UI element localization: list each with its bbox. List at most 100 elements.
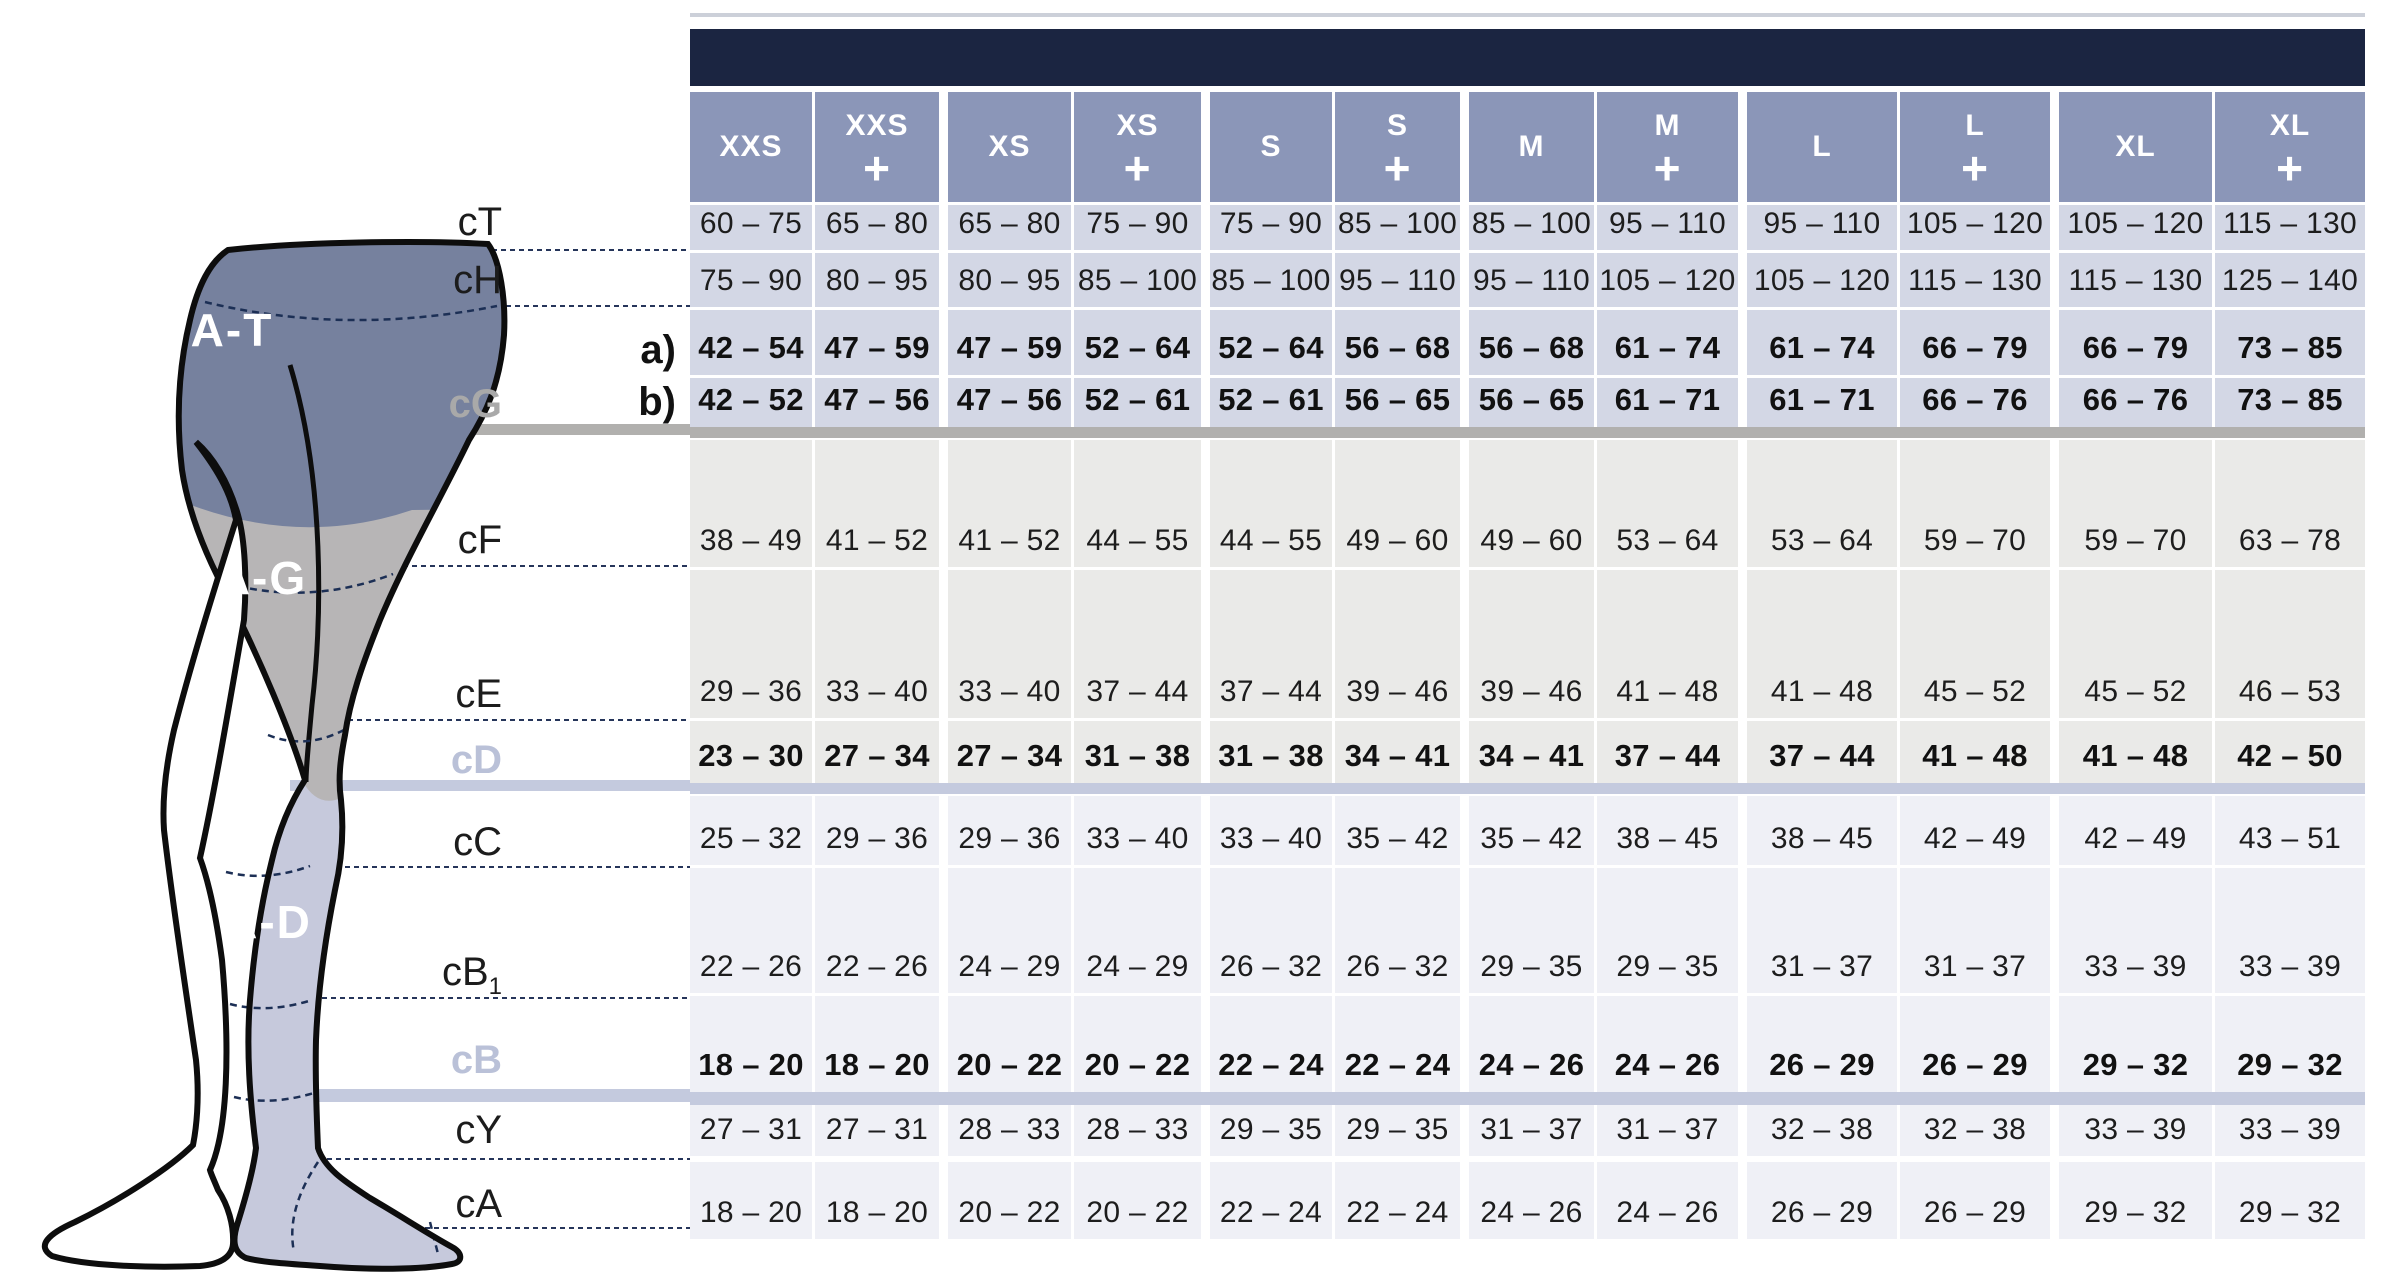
column-gap — [2050, 868, 2059, 993]
size-value-cell-cA-col7: 24 – 26 — [1469, 1162, 1594, 1239]
size-value-cell-cA-col12: 29 – 32 — [2215, 1162, 2365, 1239]
size-header-row: XXS XXS + XS XS + S S + M M + L L + XL XL + — [690, 92, 2365, 202]
column-gap — [2050, 1105, 2059, 1156]
separator-band — [690, 427, 2365, 438]
size-header-XS-plus: XS + — [1074, 92, 1201, 202]
size-value-cell-cD-col10: 41 – 48 — [1900, 721, 2050, 783]
size-value-cell-cY-col12: 33 – 39 — [2215, 1105, 2365, 1156]
size-value-cell-cC-col1: 25 – 32 — [690, 796, 812, 865]
size-header-XL: XL — [2059, 92, 2212, 202]
size-value-cell-cH-col12: 125 – 140 — [2215, 253, 2365, 307]
size-header-XS: XS — [948, 92, 1071, 202]
size-value-cell-cC-col2: 29 – 36 — [815, 796, 939, 865]
size-header-XL-plus: XL + — [2215, 92, 2365, 202]
size-value-cell-cA-col11: 29 – 32 — [2059, 1162, 2212, 1239]
size-value-cell-cH-col9: 105 – 120 — [1747, 253, 1897, 307]
size-value-cell-cD-col5: 31 – 38 — [1210, 721, 1332, 783]
size-value-cell-cG_a-col11: 66 – 79 — [2059, 310, 2212, 375]
size-value-cell-cD-col4: 31 – 38 — [1074, 721, 1201, 783]
dashed-measure-line-cT — [492, 249, 690, 251]
size-value-cell-cB1-col6: 26 – 32 — [1335, 868, 1460, 993]
column-gap — [939, 440, 948, 567]
column-gap — [1738, 92, 1747, 202]
column-gap — [1201, 996, 1210, 1092]
size-value-cell-cH-col7: 95 – 110 — [1469, 253, 1594, 307]
size-value-cell-cY-col9: 32 – 38 — [1747, 1105, 1897, 1156]
size-value-cell-cA-col8: 24 – 26 — [1597, 1162, 1738, 1239]
size-value-cell-cC-col9: 38 – 45 — [1747, 796, 1897, 865]
size-value-cell-cT-col4: 75 – 90 — [1074, 205, 1201, 250]
column-gap — [2050, 721, 2059, 783]
dashed-measure-line-cC — [300, 866, 690, 868]
size-value-cell-cT-col3: 65 – 80 — [948, 205, 1071, 250]
size-value-cell-cG_a-col5: 52 – 64 — [1210, 310, 1332, 375]
size-value-cell-cD-col2: 27 – 34 — [815, 721, 939, 783]
column-gap — [1460, 996, 1469, 1092]
size-value-cell-cY-col5: 29 – 35 — [1210, 1105, 1332, 1156]
table-row-cE: 29 – 36 33 – 40 33 – 40 37 – 44 37 – 44 39 – … — [690, 570, 2365, 718]
column-gap — [2050, 796, 2059, 865]
measure-label-cG-382: cG — [448, 382, 502, 426]
column-gap — [1460, 205, 1469, 250]
separator-band — [690, 1092, 2365, 1105]
size-value-cell-cE-col4: 37 – 44 — [1074, 570, 1201, 718]
zone-label-A-G: A-G — [216, 552, 308, 604]
column-gap — [1460, 796, 1469, 865]
size-value-cell-cE-col7: 39 – 46 — [1469, 570, 1594, 718]
size-value-cell-cB-col8: 24 – 26 — [1597, 996, 1738, 1092]
size-value-cell-cB1-col4: 24 – 29 — [1074, 868, 1201, 993]
measure-label-cA-1182: cA — [455, 1182, 502, 1226]
size-value-cell-cT-col1: 60 – 75 — [690, 205, 812, 250]
table-row-cT: 60 – 75 65 – 80 65 – 80 75 – 90 75 – 90 85 – … — [690, 205, 2365, 250]
column-gap — [1738, 205, 1747, 250]
table-row-cA: 18 – 20 18 – 20 20 – 22 20 – 22 22 – 24 22 – … — [690, 1162, 2365, 1239]
size-value-cell-cB1-col7: 29 – 35 — [1469, 868, 1594, 993]
size-value-cell-cG_b-col9: 61 – 71 — [1747, 378, 1897, 427]
size-value-cell-cB-col1: 18 – 20 — [690, 996, 812, 1092]
column-gap — [939, 92, 948, 202]
size-value-cell-cB-col9: 26 – 29 — [1747, 996, 1897, 1092]
size-value-cell-cF-col10: 59 – 70 — [1900, 440, 2050, 567]
column-gap — [939, 205, 948, 250]
size-value-cell-cG_a-col1: 42 – 54 — [690, 310, 812, 375]
size-value-cell-cC-col5: 33 – 40 — [1210, 796, 1332, 865]
size-table-body: XXS XXS + XS XS + S S + M M + L L + XL XL +60 – 75 65 – 80… — [690, 92, 2365, 1239]
size-value-cell-cG_a-col3: 47 – 59 — [948, 310, 1071, 375]
size-value-cell-cF-col1: 38 – 49 — [690, 440, 812, 567]
column-gap — [1460, 440, 1469, 567]
size-value-cell-cE-col2: 33 – 40 — [815, 570, 939, 718]
size-value-cell-cG_b-col5: 52 – 61 — [1210, 378, 1332, 427]
column-gap — [1738, 378, 1747, 427]
column-gap — [1201, 721, 1210, 783]
column-gap — [1201, 253, 1210, 307]
measure-label-cC-820: cC — [453, 820, 502, 864]
column-gap — [1460, 92, 1469, 202]
measure-label-cT-200: cT — [457, 200, 502, 244]
column-gap — [1201, 378, 1210, 427]
size-value-cell-cA-col2: 18 – 20 — [815, 1162, 939, 1239]
size-value-cell-cA-col6: 22 – 24 — [1335, 1162, 1460, 1239]
column-gap — [1460, 570, 1469, 718]
size-value-cell-cY-col1: 27 – 31 — [690, 1105, 812, 1156]
size-value-cell-cG_b-col1: 42 – 52 — [690, 378, 812, 427]
size-value-cell-cB-col12: 29 – 32 — [2215, 996, 2365, 1092]
inner-thigh-contour — [287, 364, 322, 783]
column-gap — [1738, 570, 1747, 718]
size-value-cell-cF-col11: 59 – 70 — [2059, 440, 2212, 567]
column-gap — [1738, 310, 1747, 375]
size-value-cell-cG_b-col10: 66 – 76 — [1900, 378, 2050, 427]
size-value-cell-cF-col2: 41 – 52 — [815, 440, 939, 567]
column-gap — [1738, 1105, 1747, 1156]
size-value-cell-cY-col8: 31 – 37 — [1597, 1105, 1738, 1156]
size-value-cell-cB1-col2: 22 – 26 — [815, 868, 939, 993]
column-gap — [2050, 205, 2059, 250]
table-row-cG_b: 42 – 52 47 – 56 47 – 56 52 – 61 52 – 61 56 – … — [690, 378, 2365, 427]
measure-label-cB-1038: cB — [450, 1038, 502, 1082]
size-value-cell-cG_b-col2: 47 – 56 — [815, 378, 939, 427]
size-value-cell-cC-col10: 42 – 49 — [1900, 796, 2050, 865]
size-value-cell-cB1-col10: 31 – 37 — [1900, 868, 2050, 993]
size-value-cell-cA-col3: 20 – 22 — [948, 1162, 1071, 1239]
table-top-line — [690, 13, 2365, 17]
column-gap — [2050, 378, 2059, 427]
